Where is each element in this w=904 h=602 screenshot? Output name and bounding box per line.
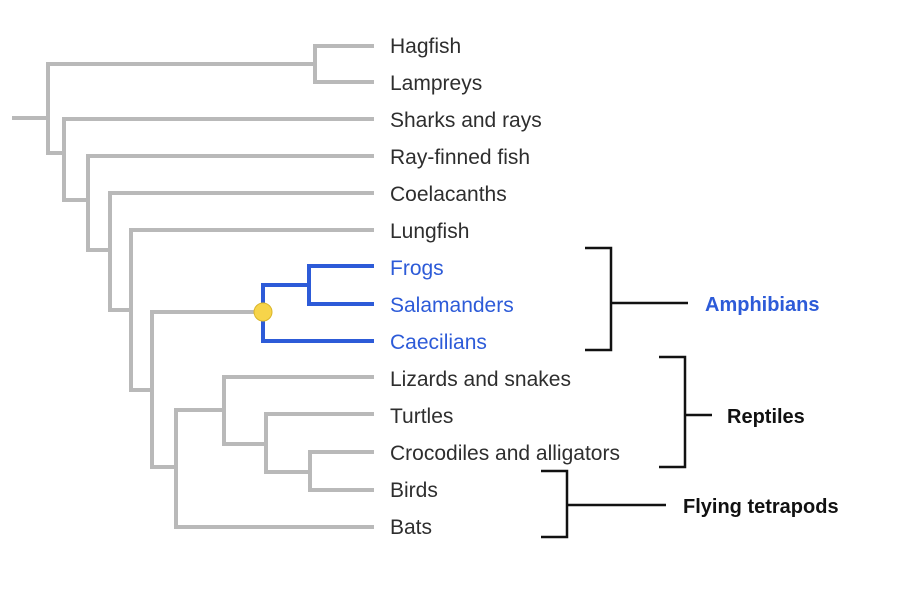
- taxon-label-lampreys: Lampreys: [390, 72, 482, 95]
- group-label-reptiles: Reptiles: [727, 406, 805, 428]
- group-brackets: [541, 246, 712, 539]
- amphibians-bracket: [585, 246, 688, 352]
- taxon-label-coelacanths: Coelacanths: [390, 183, 507, 206]
- amphibian-branches: [261, 264, 374, 343]
- amphibian-node-marker: [253, 302, 273, 322]
- group-labels: Amphibians Reptiles Flying tetrapods: [683, 294, 839, 518]
- taxon-label-crocodiles-and-alligators: Crocodiles and alligators: [390, 442, 620, 465]
- taxon-label-ray-finned-fish: Ray-finned fish: [390, 146, 530, 169]
- taxon-label-bats: Bats: [390, 516, 432, 539]
- taxon-label-hagfish: Hagfish: [390, 35, 461, 58]
- group-label-flying-tetrapods: Flying tetrapods: [683, 496, 839, 518]
- taxon-label-salamanders: Salamanders: [390, 294, 514, 317]
- taxon-label-birds: Birds: [390, 479, 438, 502]
- taxon-label-lizards-and-snakes: Lizards and snakes: [390, 368, 571, 391]
- gray-branches: [12, 44, 374, 529]
- taxon-label-lungfish: Lungfish: [390, 220, 469, 243]
- taxon-label-frogs: Frogs: [390, 257, 444, 280]
- flying-tetrapods-bracket: [541, 469, 666, 539]
- group-label-amphibians: Amphibians: [705, 294, 819, 316]
- taxon-labels: Hagfish Lampreys Sharks and rays Ray-fin…: [390, 35, 620, 539]
- taxon-label-sharks-and-rays: Sharks and rays: [390, 109, 542, 132]
- taxon-label-caecilians: Caecilians: [390, 331, 487, 354]
- reptiles-bracket: [659, 355, 712, 469]
- taxon-label-turtles: Turtles: [390, 405, 453, 428]
